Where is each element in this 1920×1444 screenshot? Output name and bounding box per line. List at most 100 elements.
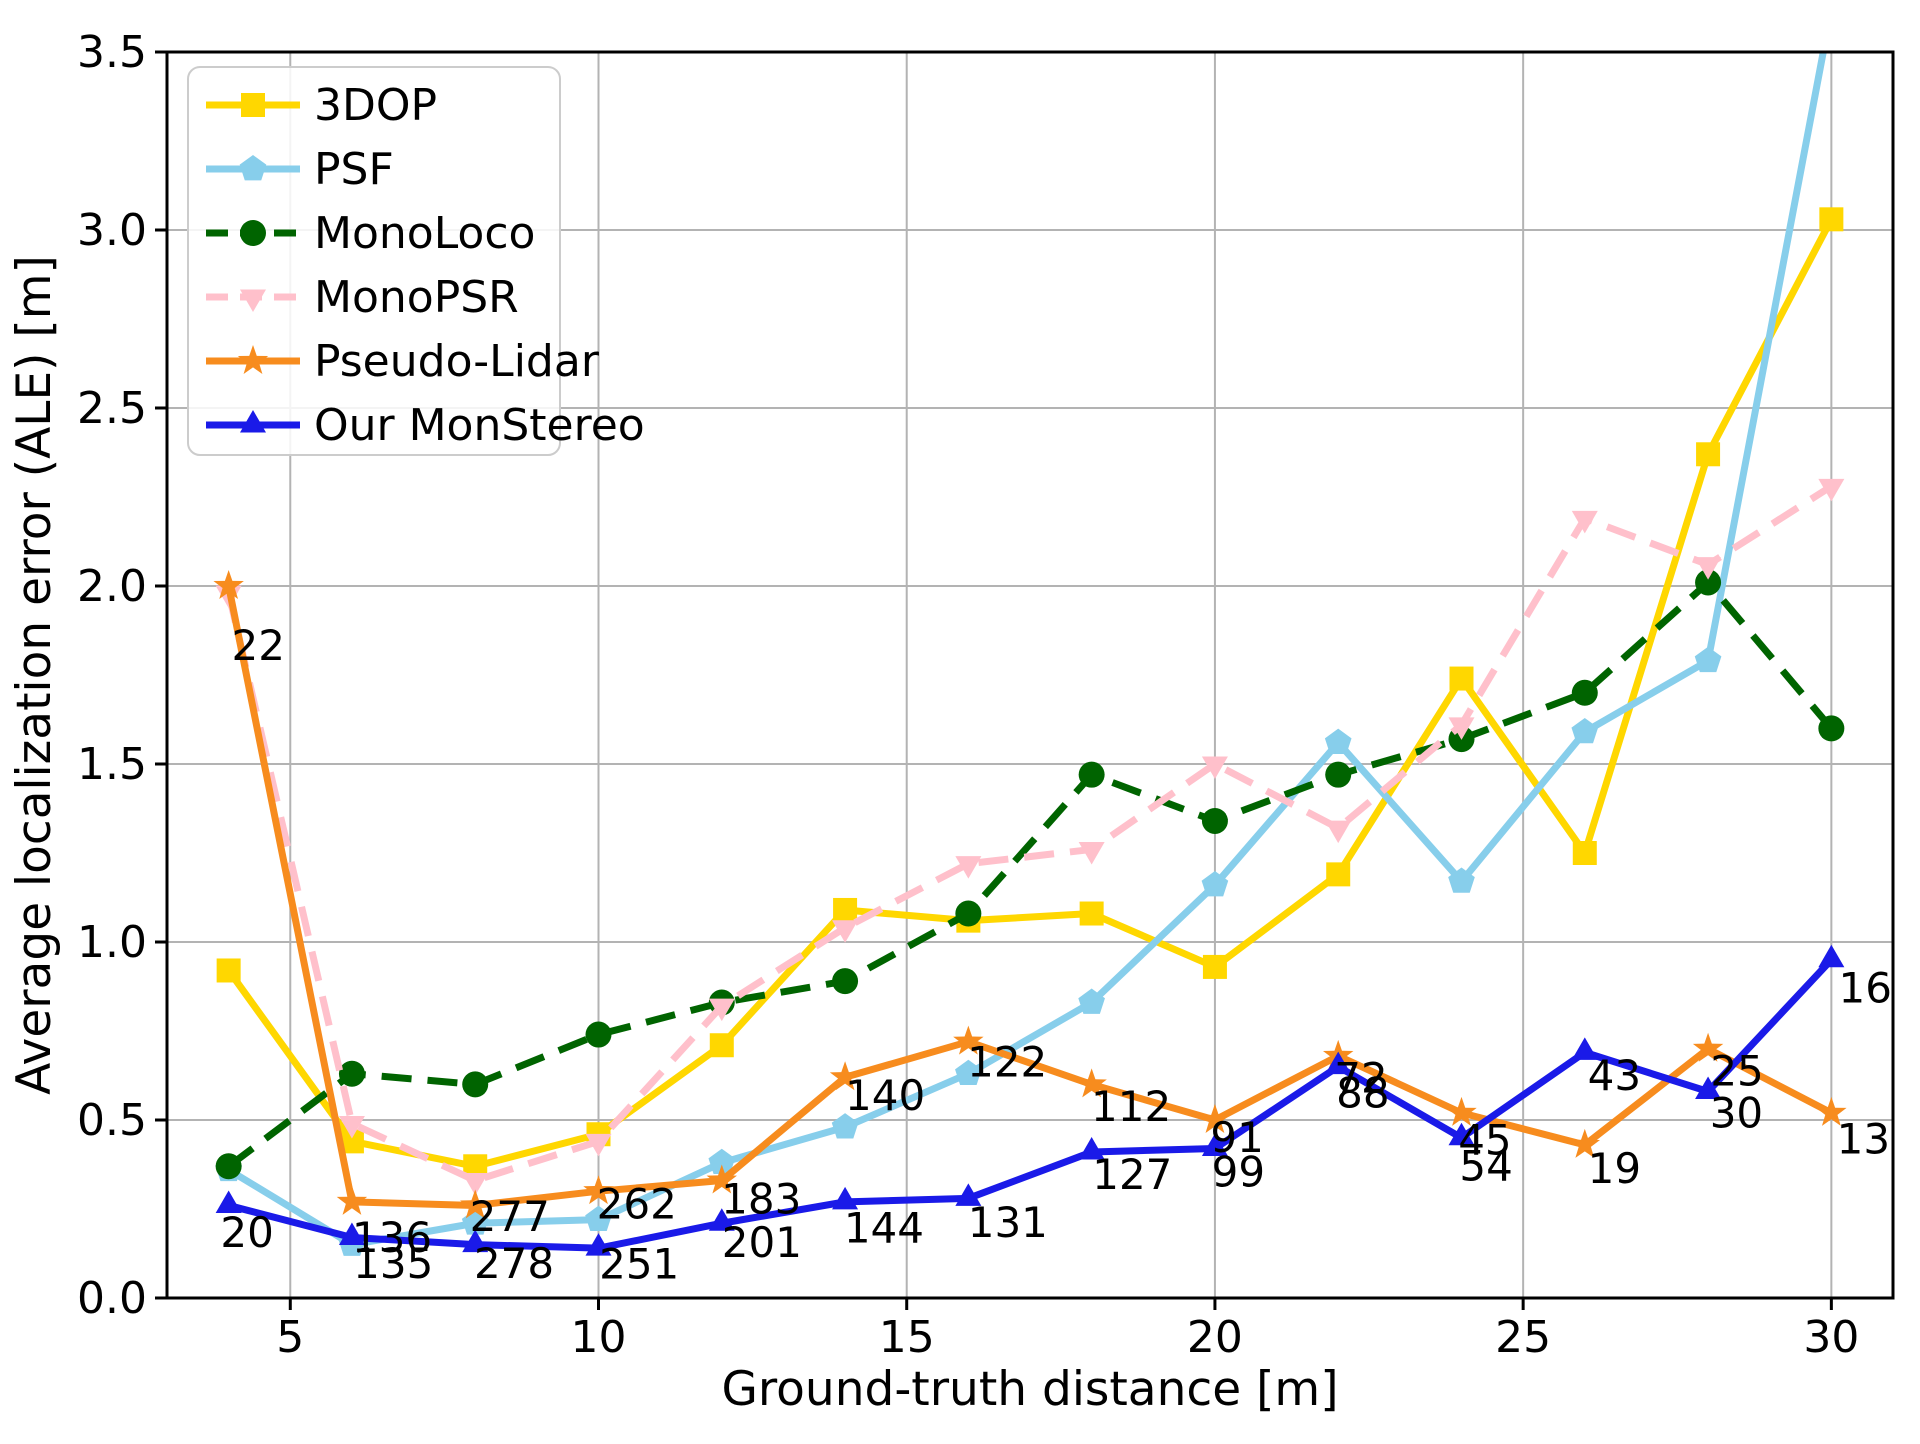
marker-triangle-up [955, 1183, 982, 1206]
marker-square [1326, 862, 1351, 887]
legend-label: PSF [314, 144, 394, 195]
x-tick-label: 20 [1187, 1312, 1243, 1363]
marker-star [1569, 1128, 1601, 1158]
count-annotation: 131 [968, 1198, 1048, 1247]
marker-pentagon [1324, 728, 1352, 754]
legend-label: 3DOP [314, 80, 437, 131]
count-annotation: 25 [1710, 1047, 1763, 1096]
count-annotation: 122 [967, 1038, 1047, 1087]
count-annotation: 88 [1336, 1069, 1389, 1118]
marker-square [1449, 666, 1474, 691]
marker-triangle-down [832, 920, 859, 943]
marker-pentagon [1571, 717, 1599, 744]
count-annotation: 54 [1459, 1142, 1512, 1191]
marker-circle [955, 900, 982, 927]
count-annotation: 251 [599, 1240, 679, 1289]
ticks-group [155, 50, 1833, 1310]
plot-border [165, 50, 1895, 1300]
marker-pentagon [1448, 867, 1475, 893]
count-annotation: 136 [352, 1213, 432, 1262]
count-annotation: 19 [1588, 1144, 1641, 1193]
marker-circle [1818, 715, 1845, 742]
x-tick-label: 10 [571, 1312, 627, 1363]
y-tick-label: 2.5 [77, 383, 147, 434]
legend-label: Pseudo-Lidar [314, 336, 600, 387]
marker-pentagon [1078, 988, 1105, 1014]
tick-labels-group: 5 10 15 20 25 300.00.51.01.52.02.53.03.5 [77, 27, 1859, 1363]
count-annotation: 22 [232, 621, 285, 670]
count-annotation: 262 [597, 1180, 677, 1229]
marker-triangle-down [1695, 557, 1722, 580]
y-tick-label: 1.5 [77, 739, 147, 790]
legend-item-3dop: 3DOP [206, 80, 437, 131]
y-tick-label: 0.5 [77, 1095, 147, 1146]
marker-pentagon [585, 1205, 612, 1232]
series-line-psf [226, 52, 1827, 1249]
marker-triangle-up [708, 1208, 735, 1231]
legend-item-monoloco: MonoLoco [206, 208, 535, 259]
marker-triangle-down [1201, 756, 1228, 779]
marker-triangle-up [240, 410, 266, 433]
marker-square [241, 93, 265, 117]
x-tick-label: 15 [879, 1312, 935, 1363]
marker-star [1692, 1032, 1724, 1062]
y-axis-label: Average localization error (ALE) [m] [7, 255, 62, 1095]
y-tick-label: 3.0 [77, 205, 147, 256]
marker-triangle-up [1078, 1137, 1105, 1160]
marker-triangle-down [1078, 841, 1105, 865]
marker-pentagon [1201, 871, 1229, 897]
marker-square [1819, 207, 1844, 232]
legend-label: MonoLoco [314, 208, 535, 259]
series-line-3dop [225, 217, 1835, 1170]
marker-triangle-down [955, 856, 982, 879]
marker-circle [1325, 761, 1352, 788]
count-annotation: 135 [353, 1239, 433, 1288]
marker-triangle-up [832, 1186, 859, 1210]
x-tick-label: 30 [1803, 1312, 1859, 1363]
count-annotation: 45 [1458, 1116, 1511, 1165]
marker-triangle-down [1571, 510, 1598, 534]
marker-square [709, 1033, 734, 1058]
series-our-monstereo [215, 944, 1845, 1256]
count-annotation: 20 [220, 1208, 273, 1257]
marker-triangle-up [585, 1233, 612, 1256]
marker-star [213, 570, 244, 599]
marker-star [237, 345, 269, 374]
series-line-pseudo-lidar [225, 585, 1833, 1209]
marker-triangle-down [462, 1173, 489, 1196]
marker-circle [338, 1060, 365, 1087]
count-annotation: 183 [721, 1175, 801, 1224]
marker-pentagon [955, 1059, 982, 1086]
series-group [213, 52, 1847, 1256]
marker-circle [1571, 679, 1598, 706]
marker-star [459, 1189, 491, 1219]
count-annotation: 144 [844, 1204, 924, 1253]
x-axis-label: Ground-truth distance [m] [721, 1362, 1338, 1417]
legend-label: Our MonStereo [314, 400, 645, 451]
legend-item-our-monstereo: Our MonStereo [206, 400, 645, 451]
marker-pentagon [708, 1148, 736, 1175]
marker-star [953, 1025, 984, 1055]
marker-star [829, 1061, 861, 1091]
marker-circle [585, 1021, 612, 1048]
marker-triangle-up [1448, 1122, 1475, 1146]
marker-pentagon [1694, 646, 1722, 673]
marker-circle [240, 220, 266, 246]
marker-triangle-down [585, 1133, 612, 1157]
marker-triangle-down [1818, 478, 1845, 502]
marker-circle [215, 1153, 242, 1180]
marker-star [1446, 1096, 1477, 1126]
series-pseudo-lidar [213, 570, 1847, 1219]
marker-triangle-up [1571, 1037, 1598, 1060]
marker-triangle-down [338, 1116, 365, 1139]
x-tick-label: 25 [1495, 1312, 1551, 1363]
marker-triangle-up [338, 1222, 365, 1245]
marker-triangle-up [215, 1190, 242, 1213]
marker-star [1816, 1096, 1847, 1126]
count-annotation: 277 [470, 1192, 550, 1241]
marker-pentagon [831, 1113, 859, 1139]
count-annotation: 278 [474, 1239, 554, 1288]
y-tick-label: 1.0 [77, 917, 147, 968]
